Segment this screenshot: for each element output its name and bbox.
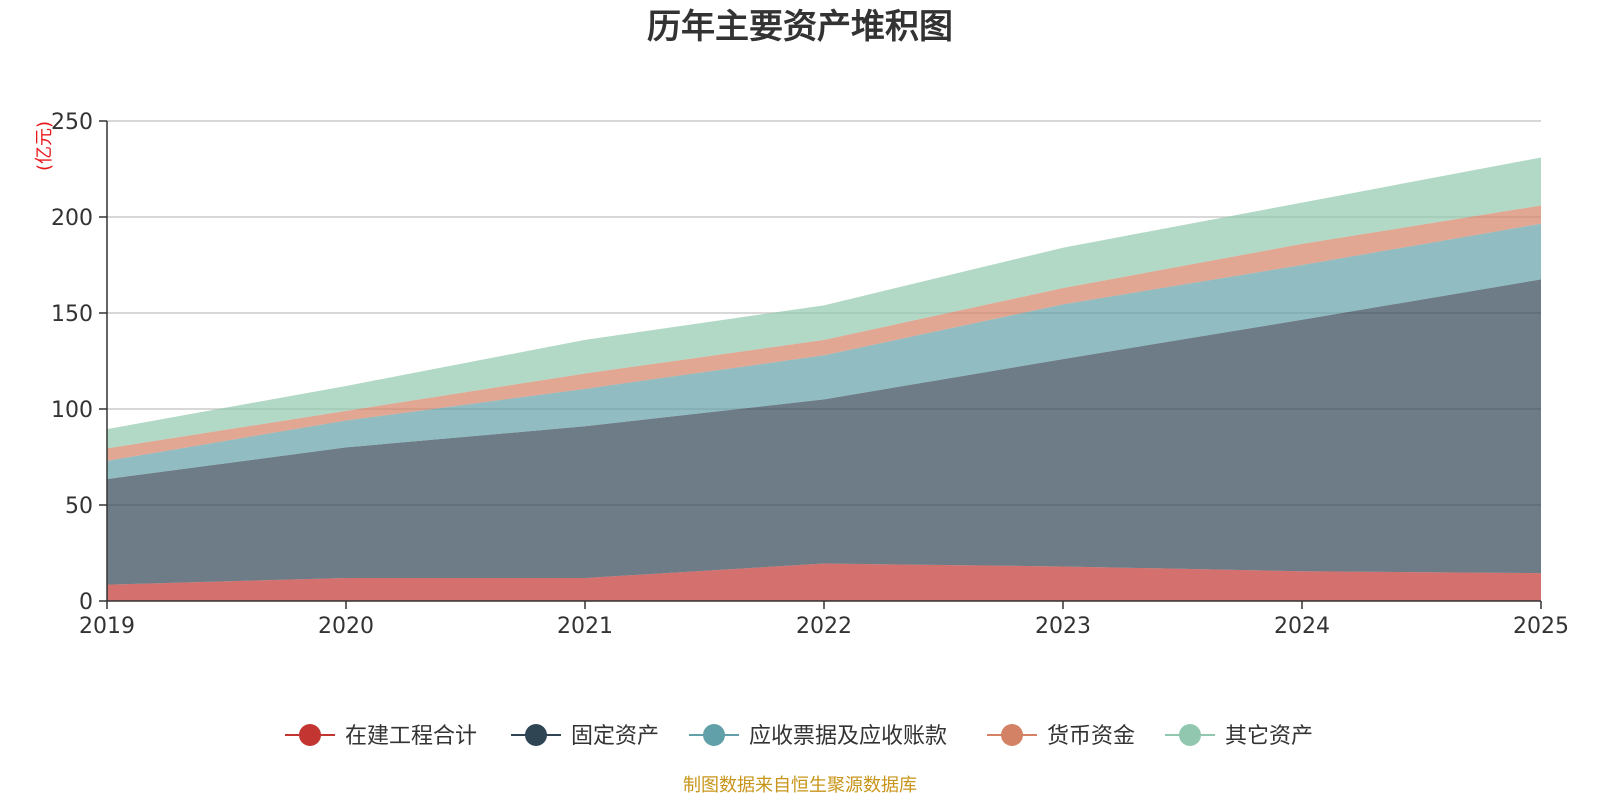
data-source-note: 制图数据来自恒生聚源数据库 xyxy=(683,775,917,796)
legend-marker-1 xyxy=(299,724,321,746)
x-tick-label-2019: 2019 xyxy=(79,614,135,639)
axes: 0 50 100 150 200 250 2019 2020 2021 2022 2023 2024 2… xyxy=(51,110,1569,639)
x-tick-label-2020: 2020 xyxy=(318,614,374,639)
legend-label-1: 在建工程合计 xyxy=(345,724,477,749)
legend-marker-5 xyxy=(1179,724,1201,746)
x-tick-label-2024: 2024 xyxy=(1274,614,1330,639)
legend-marker-3 xyxy=(703,724,725,746)
legend-item-5[interactable]: 其它资产 xyxy=(1165,724,1313,749)
y-tick-label-0: 0 xyxy=(79,590,93,615)
area-series-4 xyxy=(107,205,1541,461)
legend-label-4: 货币资金 xyxy=(1047,724,1135,749)
area-series-1 xyxy=(107,563,1541,601)
y-tick-label-50: 50 xyxy=(65,494,93,519)
legend-marker-2 xyxy=(525,724,547,746)
legend-item-4[interactable]: 货币资金 xyxy=(987,724,1135,749)
legend-item-3[interactable]: 应收票据及应收账款 xyxy=(689,724,947,749)
area-series-2 xyxy=(107,279,1541,585)
legend-item-2[interactable]: 固定资产 xyxy=(511,724,659,749)
y-tick-label-200: 200 xyxy=(51,206,93,231)
legend: 在建工程合计 固定资产 应收票据及应收账款 货币资金 其它资产 xyxy=(285,724,1313,749)
legend-marker-4 xyxy=(1001,724,1023,746)
x-tick-label-2025: 2025 xyxy=(1513,614,1569,639)
y-tick-label-150: 150 xyxy=(51,302,93,327)
y-axis-unit-label: (亿元) xyxy=(34,121,55,171)
legend-item-1[interactable]: 在建工程合计 xyxy=(285,724,477,749)
chart-title: 历年主要资产堆积图 xyxy=(647,7,953,47)
area-series-5 xyxy=(107,157,1541,449)
area-series-3 xyxy=(107,223,1541,480)
x-tick-label-2022: 2022 xyxy=(796,614,852,639)
area-series-layer xyxy=(107,157,1541,601)
legend-label-3: 应收票据及应收账款 xyxy=(749,724,947,749)
y-tick-label-250: 250 xyxy=(51,110,93,135)
y-tick-label-100: 100 xyxy=(51,398,93,423)
legend-label-2: 固定资产 xyxy=(571,724,659,749)
legend-label-5: 其它资产 xyxy=(1225,724,1313,749)
x-tick-label-2023: 2023 xyxy=(1035,614,1091,639)
x-tick-label-2021: 2021 xyxy=(557,614,613,639)
